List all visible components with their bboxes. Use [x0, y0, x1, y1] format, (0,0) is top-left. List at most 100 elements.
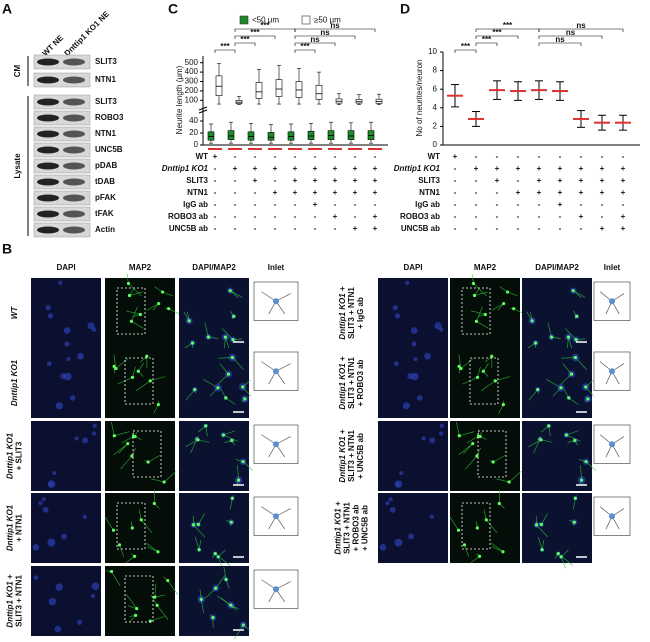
soma: [166, 578, 170, 583]
inlet-trace: [261, 291, 291, 315]
condition-sign: +: [293, 176, 298, 185]
neurite: [499, 286, 518, 297]
condition-sign: -: [234, 188, 237, 197]
condition-sign: +: [273, 164, 278, 173]
significance-label: ***: [220, 42, 230, 51]
micrograph: [450, 348, 520, 418]
significance-label: ***: [250, 28, 260, 37]
blot-band: [63, 226, 85, 234]
soma: [497, 501, 501, 506]
condition-sign: -: [622, 152, 625, 161]
condition-sign: -: [601, 200, 604, 209]
micrograph: [179, 566, 249, 636]
condition-sign: +: [353, 164, 358, 173]
y-tick-label: 6: [433, 84, 438, 93]
blot-band: [63, 178, 85, 186]
neurite: [537, 536, 545, 550]
neurite: [560, 549, 569, 569]
row-label: Dnttip1 KO1: [6, 432, 15, 479]
condition-sign: +: [313, 164, 318, 173]
soma: [533, 341, 538, 345]
condition-sign: -: [254, 212, 257, 221]
condition-sign: +: [621, 188, 626, 197]
micrograph: [179, 493, 249, 563]
neurite: [223, 430, 238, 442]
condition-sign: -: [496, 224, 499, 233]
soma: [559, 555, 563, 559]
neurite: [572, 290, 586, 298]
condition-sign: -: [475, 224, 478, 233]
soma: [457, 434, 461, 438]
nucleus: [393, 361, 399, 367]
significance-label: ns: [330, 21, 340, 30]
micrograph: [31, 421, 101, 491]
micrograph: [522, 348, 592, 418]
significance-bracket: [234, 42, 256, 46]
soma: [145, 354, 149, 358]
soma: [216, 386, 220, 390]
condition-sign: -: [454, 212, 457, 221]
column-header: Inlet: [604, 263, 621, 272]
nucleus: [90, 594, 95, 599]
nucleus: [60, 373, 67, 380]
neurite: [563, 387, 579, 405]
neurite: [491, 542, 504, 553]
soma: [571, 289, 575, 293]
blot-band: [37, 194, 59, 202]
significance-bracket: [294, 42, 336, 46]
soma: [216, 555, 220, 559]
soma: [484, 518, 488, 522]
soma: [153, 595, 157, 599]
y-tick-label: 200: [185, 86, 199, 95]
condition-sign: +: [353, 188, 358, 197]
y-tick-label: 10: [428, 47, 437, 56]
condition-sign: +: [579, 212, 584, 221]
soma: [160, 290, 165, 294]
soma: [167, 307, 171, 311]
condition-sign: -: [314, 152, 317, 161]
soma: [481, 369, 485, 373]
condition-label: UNC5B ab: [401, 224, 440, 233]
soma: [199, 597, 203, 601]
y-tick-label: 20: [189, 128, 198, 137]
soma: [196, 522, 200, 527]
neurite: [198, 425, 208, 437]
significance-bracket: [294, 28, 376, 32]
significance-label: ***: [300, 42, 310, 51]
nucleus: [379, 544, 387, 551]
group-label: CM: [13, 64, 22, 77]
condition-sign: +: [453, 152, 458, 161]
condition-sign: -: [254, 224, 257, 233]
inlet-soma: [273, 368, 279, 375]
soma: [133, 434, 137, 439]
soma: [471, 281, 476, 286]
neurite: [136, 376, 166, 391]
condition-label: WT: [428, 152, 441, 161]
panel-label: B: [2, 241, 12, 257]
soma: [231, 338, 235, 342]
soma: [512, 307, 516, 311]
blot-label: SLIT3: [95, 97, 117, 106]
significance-bracket: [475, 35, 519, 39]
neurite: [483, 509, 498, 534]
nucleus: [388, 497, 393, 502]
soma: [540, 548, 544, 552]
legend-label: ≥50 μm: [314, 16, 341, 25]
row-label: + ROBO3 ab: [352, 504, 361, 551]
nucleus: [82, 514, 87, 519]
significance-bracket: [454, 49, 477, 53]
soma: [127, 293, 132, 298]
inlet-soma: [273, 298, 279, 305]
condition-sign: -: [601, 152, 604, 161]
condition-sign: +: [537, 188, 542, 197]
nucleus: [55, 402, 63, 410]
box: [275, 79, 283, 97]
y-tick-label: 500: [185, 58, 199, 67]
condition-sign: +: [373, 224, 378, 233]
soma: [117, 543, 122, 547]
nucleus: [405, 280, 410, 285]
row-label: Dnttip1 KO1 +: [6, 574, 15, 627]
soma: [236, 478, 241, 482]
blot-label: UNC5B: [95, 145, 123, 154]
soma: [573, 438, 577, 442]
